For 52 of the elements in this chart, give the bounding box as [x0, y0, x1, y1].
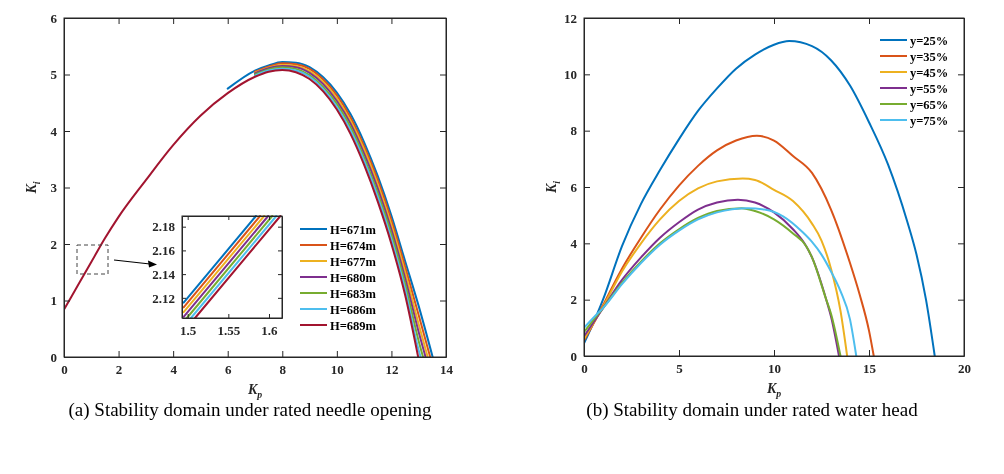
- x-tick-label: 5: [676, 361, 684, 377]
- y-tick-label: 2: [570, 292, 577, 308]
- y-tick-label: 10: [564, 66, 577, 82]
- y-tick-label: 4: [50, 123, 58, 139]
- legend-label: y=75%: [910, 113, 949, 128]
- y-tick-label: 2.18: [152, 219, 176, 235]
- legend-label: H=680m: [330, 270, 377, 285]
- y-tick-label: 6: [570, 179, 578, 195]
- legend-label: H=689m: [330, 318, 377, 333]
- line-series: [64, 68, 420, 358]
- y-tick-label: 6: [50, 10, 58, 26]
- x-tick-label: 0: [61, 362, 68, 378]
- y-tick-label: 3: [50, 180, 58, 196]
- x-tick-label: 0: [581, 361, 588, 377]
- legend-label: H=686m: [330, 302, 377, 317]
- x-tick-label: 10: [768, 361, 781, 377]
- legend-label: H=683m: [330, 286, 377, 301]
- x-tick-label: 14: [440, 362, 454, 378]
- legend-label: H=674m: [330, 238, 377, 253]
- legend-label: y=35%: [910, 49, 949, 64]
- legend-label: y=45%: [910, 65, 949, 80]
- y-tick-label: 2.16: [152, 243, 176, 259]
- x-axis-title: K$_{p}$: [765, 381, 782, 399]
- x-tick-label: 1.5: [180, 323, 197, 339]
- x-tick-label: 6: [224, 362, 232, 378]
- x-tick-label: 12: [385, 362, 399, 378]
- y-tick-label: 5: [50, 67, 58, 83]
- y-tick-label: 2.14: [152, 266, 176, 282]
- x-axis-title: K$_{p}$: [246, 382, 263, 400]
- x-tick-label: 1.6: [261, 323, 279, 339]
- text: (a) Stability domain under rated needle opening: [68, 399, 432, 421]
- text: (b) Stability domain under rated water head: [586, 399, 919, 421]
- legend-label: y=65%: [910, 97, 949, 112]
- x-tick-label: 10: [330, 362, 344, 378]
- y-tick-label: 2.12: [152, 290, 175, 306]
- line-series: [584, 134, 875, 357]
- legend-label: y=55%: [910, 81, 949, 96]
- y-tick-label: 0: [570, 348, 577, 364]
- x-tick-label: 1.55: [217, 323, 241, 339]
- y-tick-label: 12: [564, 10, 577, 26]
- y-tick-label: 1: [50, 293, 57, 309]
- x-tick-label: 15: [863, 361, 877, 377]
- y-tick-label: 8: [570, 123, 578, 139]
- legend-label: H=671m: [330, 222, 377, 237]
- y-tick-label: 0: [50, 349, 57, 365]
- y-tick-label: 4: [570, 235, 578, 251]
- legend-label: y=25%: [910, 33, 949, 48]
- x-tick-label: 8: [279, 362, 287, 378]
- x-tick-label: 20: [958, 361, 971, 377]
- x-tick-label: 2: [115, 362, 123, 378]
- legend-label: H=677m: [330, 254, 377, 269]
- y-tick-label: 2: [50, 236, 57, 252]
